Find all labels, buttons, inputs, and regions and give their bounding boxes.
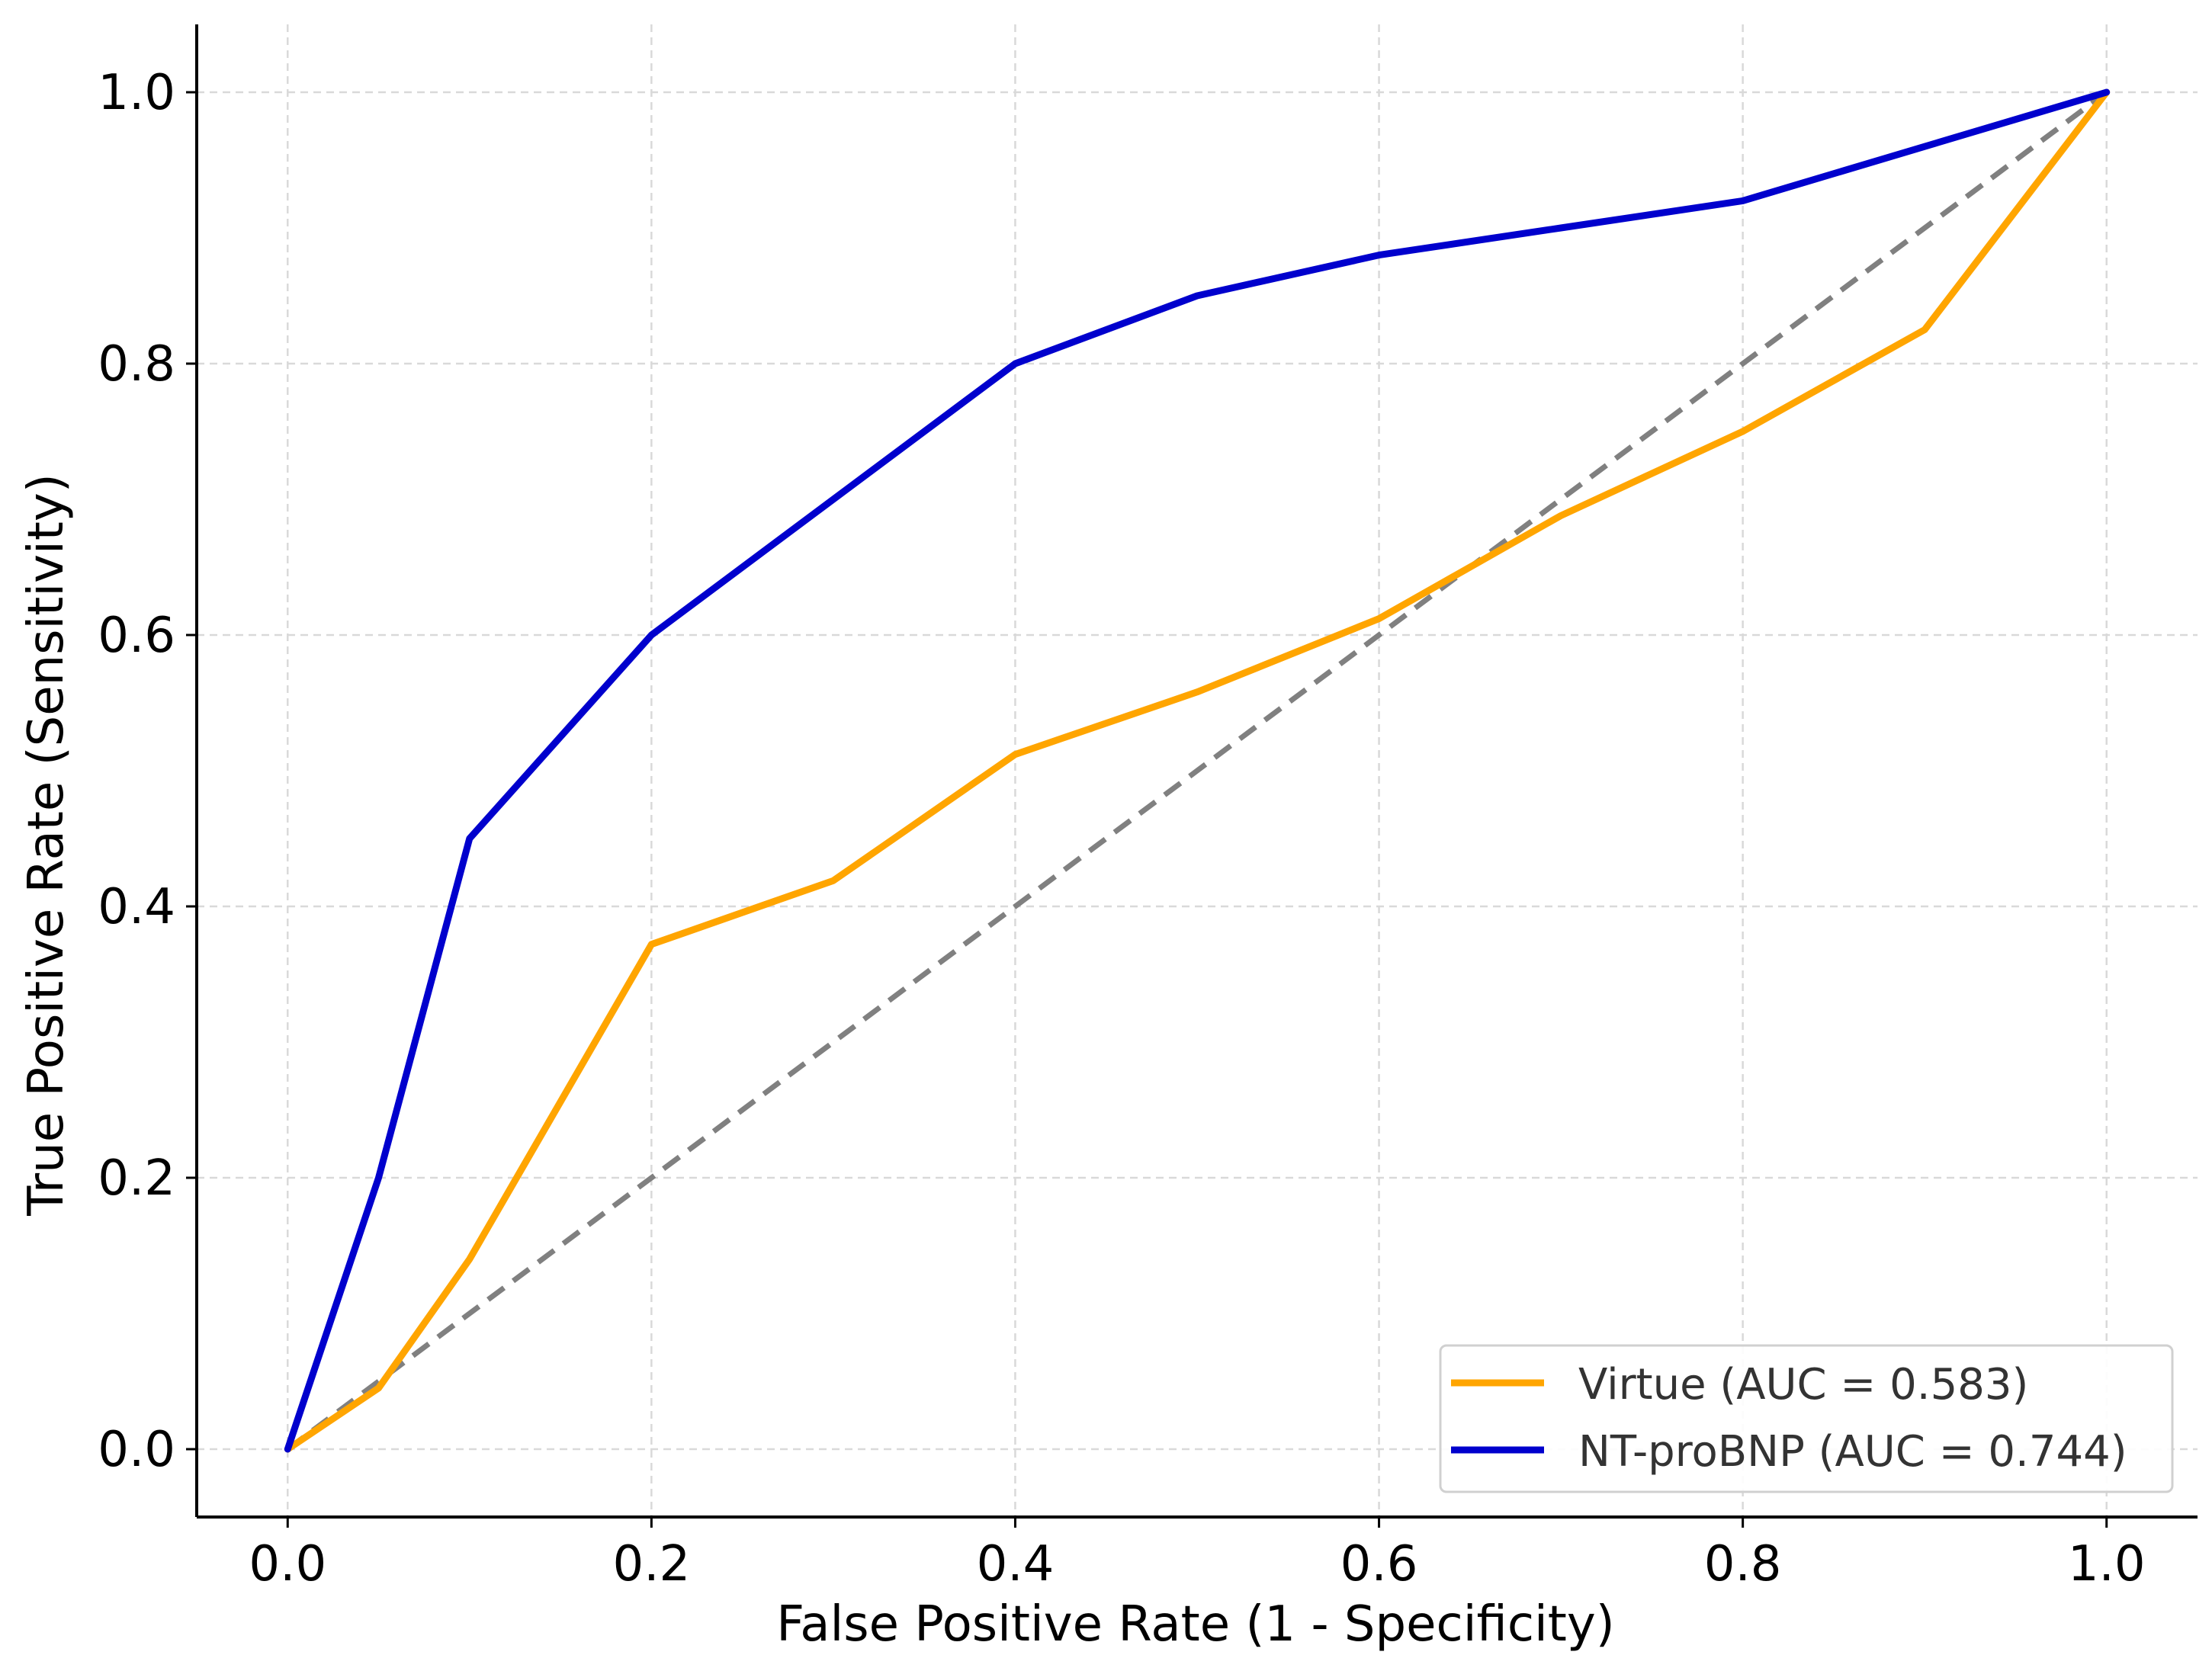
- legend-label-nt-probnp: NT-proBNP (AUC = 0.744): [1578, 1427, 2127, 1477]
- x-tick-label: 1.0: [2068, 1536, 2146, 1592]
- legend-box: [1439, 1344, 2174, 1493]
- x-tick-label: 0.8: [1704, 1536, 1782, 1592]
- tick-labels: 0.0 0.2 0.4 0.6 0.8 1.0 0.0 0.2 0.4 0.6 0.8 1.0: [98, 65, 2145, 1592]
- y-tick-label: 1.0: [98, 65, 175, 121]
- grid: [197, 24, 2198, 1517]
- x-axis-title: False Positive Rate (1 - Specificity): [776, 1596, 1614, 1653]
- x-tick-label: 0.4: [977, 1536, 1055, 1592]
- y-tick-label: 0.8: [98, 336, 175, 393]
- y-axis-title: True Positive Rate (Sensitivity): [18, 473, 75, 1217]
- y-tick-label: 0.4: [98, 879, 175, 935]
- series-line-nt-probnp: [284, 88, 2111, 1453]
- chance-line: [286, 90, 2108, 1451]
- series-line-virtue: [284, 88, 2111, 1453]
- reference-diagonal: [286, 90, 2108, 1451]
- axes: [195, 24, 2198, 1519]
- x-tick-label: 0.2: [612, 1536, 690, 1592]
- legend-label-virtue: Virtue (AUC = 0.583): [1578, 1360, 2028, 1410]
- x-tick-label: 0.0: [249, 1536, 326, 1592]
- y-tick-label: 0.2: [98, 1150, 175, 1207]
- x-tick-label: 0.6: [1340, 1536, 1418, 1592]
- legend: Virtue (AUC = 0.583) NT-proBNP (AUC = 0.…: [1439, 1344, 2174, 1493]
- y-tick-label: 0.0: [98, 1422, 175, 1478]
- y-tick-label: 0.6: [98, 608, 175, 664]
- series-lines: [284, 88, 2111, 1453]
